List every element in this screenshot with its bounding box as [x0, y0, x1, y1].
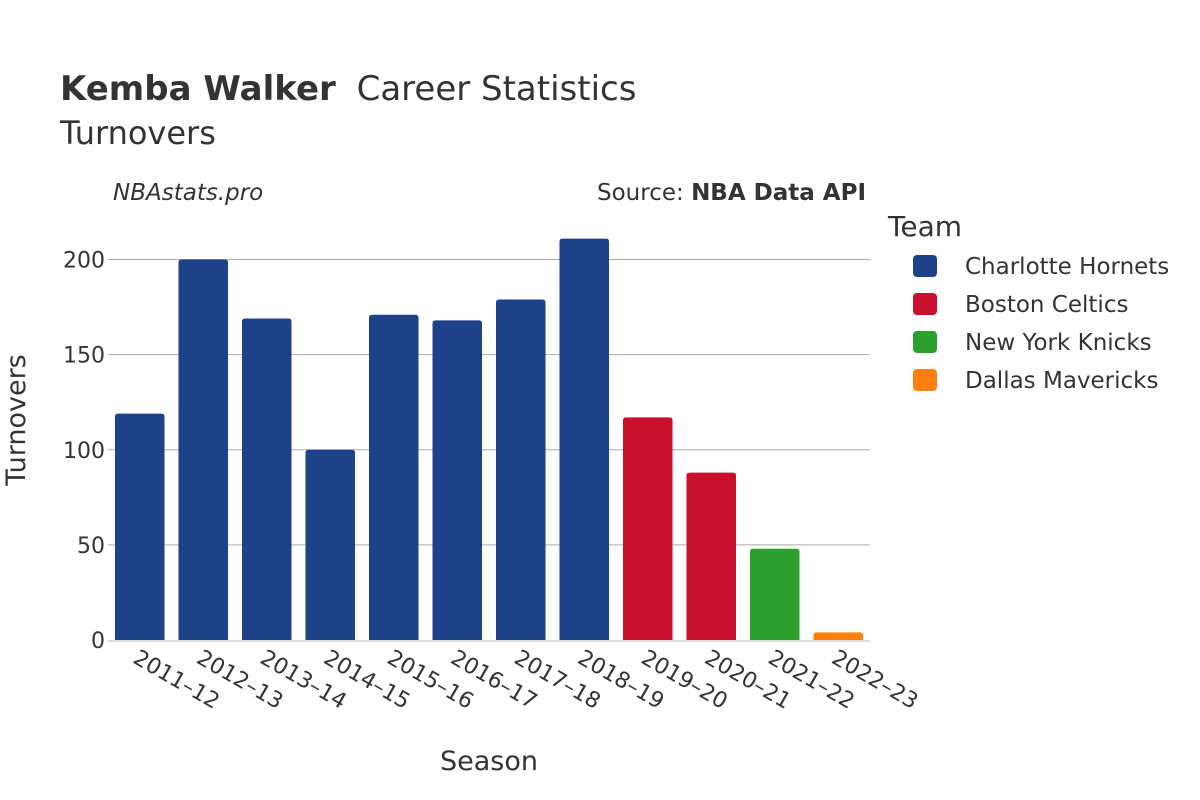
bar	[305, 449, 356, 640]
bars	[114, 238, 864, 640]
bar	[813, 632, 864, 640]
legend-label: Boston Celtics	[965, 292, 1128, 318]
legend-swatch	[913, 331, 937, 353]
legend-swatch	[913, 255, 937, 277]
bar	[241, 318, 292, 640]
legend-swatch	[913, 369, 937, 391]
y-tick-label: 0	[91, 629, 105, 654]
source-label: Source: NBA Data API	[597, 180, 866, 206]
bar	[368, 314, 419, 640]
bar	[749, 548, 800, 640]
legend-label: New York Knicks	[965, 330, 1152, 356]
gridlines	[108, 259, 870, 546]
y-tick-label: 150	[63, 344, 105, 369]
bar	[559, 238, 610, 640]
y-tick-label: 50	[77, 534, 105, 559]
source-prefix: Source:	[597, 180, 691, 206]
x-axis-ticks: 2011–122012–132013–142014–152015–162016–…	[129, 646, 922, 715]
bar	[178, 259, 229, 640]
y-tick-label: 100	[63, 439, 105, 464]
legend-label: Charlotte Hornets	[965, 254, 1169, 280]
chart-title-player: Kemba Walker	[60, 69, 336, 109]
legend-title: Team	[887, 210, 962, 243]
y-axis-ticks: 0 50 100 150 200	[63, 249, 105, 654]
x-axis-title: Season	[440, 746, 538, 777]
y-tick-label: 200	[63, 249, 105, 274]
credit-label: NBAstats.pro	[113, 180, 263, 206]
bar	[495, 299, 546, 640]
chart-title-rest: Career Statistics	[357, 69, 637, 109]
chart-title: Kemba Walker Career Statistics	[60, 69, 636, 109]
bar	[686, 472, 737, 640]
legend-swatch	[913, 293, 937, 315]
bar	[432, 320, 483, 640]
legend: Charlotte Hornets Boston Celtics New York …	[913, 254, 1169, 394]
bar	[622, 417, 673, 640]
legend-label: Dallas Mavericks	[965, 368, 1158, 394]
source-name: NBA Data API	[691, 180, 866, 206]
bar	[114, 413, 165, 640]
chart-subtitle: Turnovers	[59, 114, 216, 152]
y-axis-title: Turnovers	[1, 354, 32, 487]
